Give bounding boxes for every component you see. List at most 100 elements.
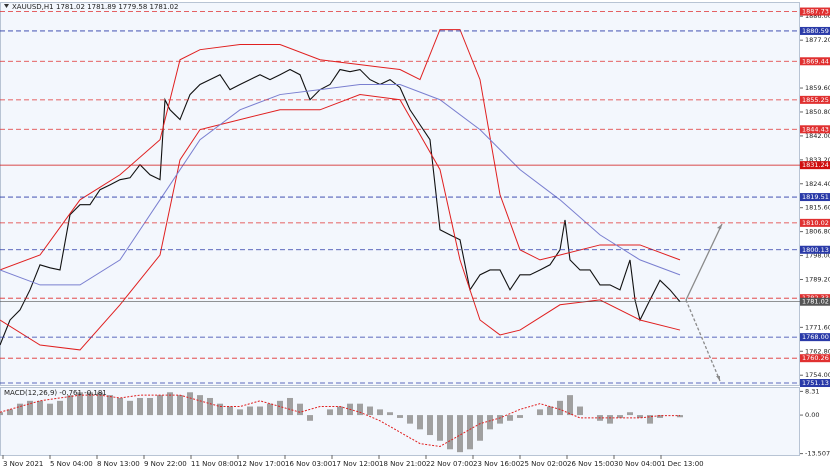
level-tag — [800, 245, 830, 254]
level-label: 1855.25 — [802, 96, 829, 104]
macd-bar — [197, 395, 203, 416]
macd-bar — [327, 409, 333, 416]
macd-bar — [257, 406, 263, 416]
bid-label: 1781.02 — [802, 298, 829, 306]
y-tick-label: 1859.60 — [805, 84, 830, 92]
level-tag — [800, 354, 830, 363]
level-label: 1887.73 — [802, 8, 829, 16]
macd-bar — [397, 415, 403, 418]
x-tick-label: 11 Nov 08:00 — [191, 460, 238, 468]
y-tick-label: 1806.80 — [805, 228, 830, 236]
level-label: 1810.02 — [802, 219, 829, 227]
signal-line — [0, 394, 680, 447]
macd-bar — [187, 392, 193, 416]
macd-bar — [617, 415, 623, 418]
macd-bar — [507, 415, 513, 421]
x-tick-label: 22 Nov 07:00 — [426, 460, 473, 468]
x-tick-label: 1 Dec 13:00 — [661, 460, 704, 468]
macd-bar — [567, 395, 573, 416]
macd-bar — [537, 409, 543, 416]
macd-label: MACD(12,26,9) -0.761 -0.181 — [4, 389, 107, 397]
level-tag — [800, 161, 830, 170]
macd-bar — [137, 397, 143, 416]
level-label: 1844.43 — [802, 125, 829, 133]
macd-bar — [457, 415, 463, 453]
macd-bar — [267, 403, 273, 416]
level-label: 1869.44 — [802, 57, 829, 65]
y-tick-label: 1850.80 — [805, 108, 830, 116]
macd-bar — [357, 403, 363, 416]
level-label: 1800.13 — [802, 246, 829, 254]
ohlc: 1781.02 1781.89 1779.58 1781.02 — [56, 3, 178, 11]
macd-bar — [407, 415, 413, 424]
x-tick-label: 9 Nov 22:00 — [144, 460, 187, 468]
y-tick-label: 1886.00 — [805, 12, 830, 20]
macd-bar — [87, 392, 93, 416]
level-label: 1880.59 — [802, 27, 829, 35]
y-tick-label: 1815.60 — [805, 204, 830, 212]
projection-arrow-up — [685, 223, 723, 301]
price-line — [0, 83, 681, 286]
x-tick-label: 30 Nov 04:00 — [614, 460, 661, 468]
macd-bar — [487, 415, 493, 430]
macd-bar — [277, 400, 283, 416]
macd-bar — [47, 403, 53, 416]
price-line — [0, 29, 681, 271]
x-tick-label: 18 Nov 21:00 — [379, 460, 426, 468]
y-tick-label: 1762.80 — [805, 347, 830, 355]
level-tag — [800, 7, 830, 16]
x-tick-label: 8 Nov 13:00 — [97, 460, 140, 468]
x-tick-label: 16 Nov 03:00 — [285, 460, 332, 468]
macd-bar — [7, 409, 13, 416]
y-tick-label: 1877.20 — [805, 36, 830, 44]
macd-bar — [297, 403, 303, 416]
y-tick-label: 1789.20 — [805, 275, 830, 283]
level-tag — [800, 125, 830, 134]
macd-bar — [177, 395, 183, 416]
macd-bar — [557, 400, 563, 416]
level-label: 1751.13 — [802, 379, 829, 387]
symbol: XAUUSD,H1 — [12, 3, 54, 11]
macd-bar — [607, 415, 613, 424]
macd-bar — [447, 415, 453, 450]
level-label: 1831.24 — [802, 161, 829, 169]
level-tag — [800, 26, 830, 35]
arrow-head — [716, 376, 720, 381]
macd-bar — [427, 415, 433, 436]
menu-triangle — [4, 4, 9, 8]
bid-tag — [800, 297, 830, 306]
macd-bar — [67, 395, 73, 416]
x-tick-label: 3 Nov 2021 — [3, 460, 43, 468]
x-tick-label: 26 Nov 15:00 — [567, 460, 614, 468]
y-tick-label: 1798.00 — [805, 252, 830, 260]
macd-bar — [227, 406, 233, 416]
level-label: 1768.00 — [802, 333, 829, 341]
level-tag — [800, 333, 830, 342]
macd-bar — [647, 415, 653, 424]
macd-bar — [637, 415, 643, 418]
macd-bar — [437, 415, 443, 441]
y-tick-label: 1754.00 — [805, 371, 830, 379]
macd-bar — [307, 415, 313, 421]
macd-panel — [0, 387, 800, 456]
x-tick-label: 17 Nov 12:00 — [332, 460, 379, 468]
macd-bar — [217, 403, 223, 416]
macd-bar — [207, 397, 213, 416]
y-tick-label: -13.507 — [805, 450, 830, 458]
price-line — [0, 94, 681, 351]
macd-bar — [97, 392, 103, 416]
x-tick-label: 25 Nov 02:00 — [520, 460, 567, 468]
macd-bar — [287, 397, 293, 416]
macd-bar — [237, 409, 243, 416]
x-tick-label: 23 Nov 16:00 — [473, 460, 520, 468]
macd-bar — [107, 395, 113, 416]
macd-bar — [547, 406, 553, 416]
macd-bar — [0, 412, 3, 416]
macd-bar — [337, 406, 343, 416]
y-tick-label: 1842.00 — [805, 132, 830, 140]
macd-bar — [517, 415, 523, 418]
macd-bar — [417, 415, 423, 430]
x-tick-label: 12 Nov 17:00 — [238, 460, 285, 468]
arrow-head — [717, 224, 722, 229]
macd-bar — [147, 397, 153, 416]
